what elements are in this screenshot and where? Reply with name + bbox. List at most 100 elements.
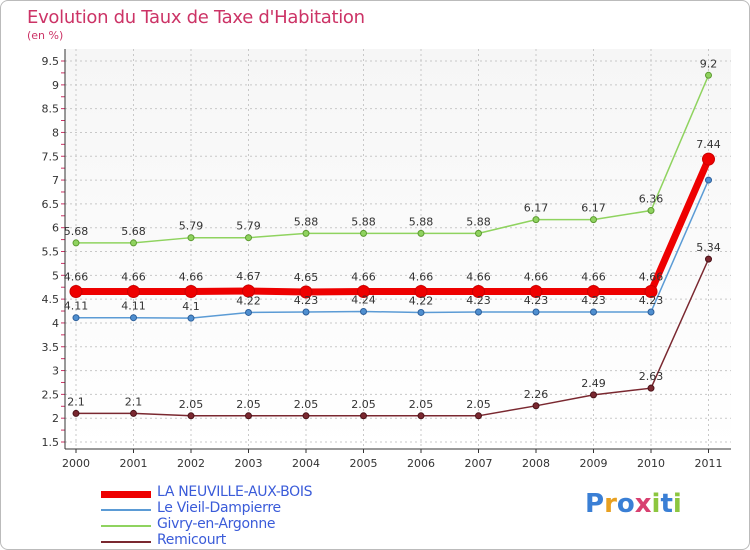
- data-label: 4.66: [639, 271, 664, 284]
- data-label: 4.11: [121, 300, 146, 313]
- y-tick-label: 3.5: [42, 341, 60, 354]
- data-point: [587, 285, 600, 299]
- y-tick-label: 8.5: [42, 103, 60, 116]
- data-label: 4.22: [236, 294, 261, 307]
- data-label: 4.66: [351, 271, 376, 284]
- x-tick-label: 2005: [350, 457, 378, 470]
- y-tick-label: 4: [52, 317, 59, 330]
- legend-swatch: [101, 490, 151, 498]
- series-3: [72, 255, 712, 420]
- data-label: 2.05: [236, 398, 261, 411]
- data-label: 5.34: [696, 241, 721, 254]
- data-label: 2.05: [351, 398, 376, 411]
- data-point: [72, 314, 80, 322]
- data-label: 4.65: [294, 271, 319, 284]
- data-label: 4.23: [466, 294, 491, 307]
- data-label: 6.36: [639, 193, 664, 206]
- y-tick-label: 5: [52, 269, 59, 282]
- y-tick-label: 5.5: [42, 246, 60, 259]
- y-tick-label: 8: [52, 126, 59, 139]
- data-point: [705, 255, 712, 263]
- data-label: 4.24: [351, 294, 376, 307]
- series-2: [72, 71, 712, 247]
- data-point: [130, 409, 137, 417]
- data-label: 4.66: [409, 271, 434, 284]
- data-point: [360, 412, 367, 420]
- data-point: [360, 229, 367, 237]
- chart-subtitle: (en %): [27, 29, 64, 42]
- data-point: [475, 229, 482, 237]
- data-label: 5.79: [236, 220, 261, 233]
- y-tick-label: 2: [52, 412, 59, 425]
- data-point: [187, 314, 195, 322]
- data-label: 9.2: [700, 57, 718, 70]
- series-layer: [69, 71, 715, 420]
- data-point: [644, 285, 658, 299]
- series-0: [69, 152, 715, 299]
- data-label: 2.1: [67, 395, 85, 408]
- y-tick-label: 6: [52, 222, 59, 235]
- data-label: 4.66: [466, 271, 491, 284]
- y-tick-label: 2.5: [42, 388, 60, 401]
- data-point: [302, 308, 310, 316]
- data-label: 4.66: [524, 271, 549, 284]
- x-tick-label: 2003: [235, 457, 263, 470]
- data-label: 5.68: [64, 225, 89, 238]
- data-label: 4.66: [64, 271, 89, 284]
- axes: 1.5 2 2.5 3 3.5 4 4.5 5 5.5 6 6.5 7 7.5 8 8.5 9 9.5 2000 2…: [42, 49, 731, 470]
- data-point: [590, 308, 597, 316]
- data-label: 4.1: [182, 300, 200, 313]
- data-point: [72, 239, 80, 247]
- data-point: [702, 152, 715, 166]
- data-point: [245, 308, 252, 316]
- data-point: [245, 412, 252, 420]
- data-label: 2.26: [524, 388, 549, 401]
- data-point: [299, 285, 313, 299]
- y-tick-label: 7: [52, 174, 59, 187]
- data-point: [705, 176, 712, 184]
- data-label: 5.79: [179, 220, 204, 233]
- data-point: [647, 384, 655, 392]
- data-point: [532, 216, 540, 224]
- y-tick-label: 6.5: [42, 198, 60, 211]
- legend-label: Remicourt: [157, 532, 226, 548]
- data-label: 4.67: [236, 270, 261, 283]
- data-label: 4.23: [639, 294, 664, 307]
- y-tick-label: 9.5: [42, 55, 60, 68]
- legend-label: Le Vieil-Dampierre: [157, 500, 281, 516]
- data-point: [130, 239, 137, 247]
- data-label: 5.88: [294, 215, 319, 228]
- data-point: [245, 234, 252, 242]
- data-point: [72, 409, 80, 417]
- x-tick-label: 2007: [465, 457, 493, 470]
- data-point: [417, 412, 425, 420]
- data-labels: 4.66 4.66 4.66 4.67 4.65 4.66 4.66 4.66 4.66 4.66…: [64, 57, 721, 411]
- data-label: 2.49: [581, 377, 606, 390]
- data-point: [705, 71, 712, 79]
- data-label: 5.88: [409, 215, 434, 228]
- data-label: 4.66: [121, 271, 146, 284]
- data-point: [187, 234, 195, 242]
- data-point: [529, 285, 543, 299]
- data-label: 7.44: [696, 138, 721, 151]
- data-label: 6.17: [581, 202, 606, 215]
- data-label: 4.11: [64, 300, 89, 313]
- data-point: [417, 229, 425, 237]
- brand-letter: i: [672, 489, 682, 519]
- data-label: 2.63: [639, 370, 664, 383]
- data-label: 2.05: [466, 398, 491, 411]
- series-1: [72, 176, 712, 322]
- series-line: [76, 157, 712, 296]
- data-point: [647, 308, 655, 316]
- brand-letter: t: [660, 489, 673, 519]
- data-label: 2.05: [409, 398, 434, 411]
- data-label: 4.23: [294, 294, 319, 307]
- data-label: 2.05: [294, 398, 319, 411]
- data-label: 4.66: [179, 271, 204, 284]
- data-label: 2.05: [179, 398, 204, 411]
- y-tick-label: 7.5: [42, 150, 60, 163]
- data-point: [357, 285, 370, 299]
- x-tick-label: 2002: [177, 457, 205, 470]
- grid-lines: [65, 49, 731, 449]
